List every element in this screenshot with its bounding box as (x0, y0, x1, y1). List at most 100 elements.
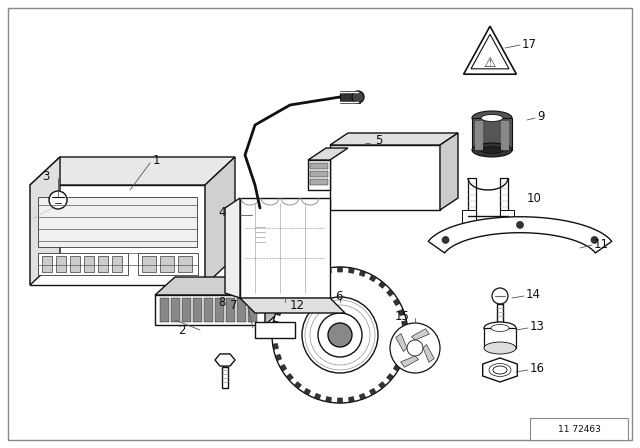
Bar (70, 256, 80, 272)
Circle shape (492, 288, 508, 304)
Polygon shape (303, 275, 310, 282)
Polygon shape (280, 299, 287, 306)
Bar (310, 179, 328, 185)
Bar (38, 253, 128, 275)
Text: 8: 8 (218, 296, 225, 309)
Polygon shape (30, 157, 60, 285)
Polygon shape (398, 309, 404, 316)
Polygon shape (471, 34, 509, 69)
Bar (38, 197, 197, 247)
Bar (98, 256, 108, 272)
Circle shape (390, 323, 440, 373)
Polygon shape (387, 289, 394, 297)
Polygon shape (286, 289, 293, 297)
Polygon shape (393, 299, 400, 306)
Bar (475, 121, 483, 150)
Bar (530, 418, 628, 440)
Bar (204, 298, 213, 322)
Polygon shape (359, 393, 366, 400)
Polygon shape (401, 320, 408, 327)
Polygon shape (272, 332, 277, 338)
Text: 14: 14 (526, 288, 541, 301)
Polygon shape (369, 388, 376, 395)
Polygon shape (286, 374, 293, 381)
Text: 12: 12 (290, 298, 305, 311)
Polygon shape (273, 344, 278, 349)
Polygon shape (387, 374, 394, 381)
Polygon shape (330, 145, 440, 210)
Polygon shape (378, 281, 386, 289)
Polygon shape (337, 267, 342, 272)
Polygon shape (401, 356, 419, 367)
Polygon shape (500, 210, 514, 223)
Polygon shape (275, 309, 282, 316)
Polygon shape (423, 345, 435, 362)
Polygon shape (273, 320, 278, 327)
Polygon shape (393, 364, 400, 371)
Bar (42, 256, 52, 272)
Polygon shape (326, 267, 332, 273)
Polygon shape (222, 367, 228, 388)
Polygon shape (401, 344, 408, 349)
Polygon shape (468, 178, 476, 216)
Circle shape (272, 267, 408, 403)
Ellipse shape (484, 322, 516, 334)
Text: 10: 10 (527, 191, 542, 204)
Text: 5: 5 (375, 134, 382, 146)
Polygon shape (265, 277, 285, 325)
Polygon shape (225, 198, 240, 298)
Polygon shape (412, 329, 429, 340)
Text: 15: 15 (395, 310, 410, 323)
Polygon shape (337, 398, 342, 403)
Ellipse shape (472, 143, 512, 157)
Text: 6: 6 (335, 289, 342, 302)
Polygon shape (215, 354, 235, 366)
Bar (237, 298, 246, 322)
Circle shape (49, 191, 67, 209)
Bar (142, 256, 156, 272)
Bar (178, 256, 192, 272)
Text: ⚠: ⚠ (484, 56, 496, 70)
Bar (171, 298, 180, 322)
Text: 11 72463: 11 72463 (557, 425, 600, 434)
Bar (160, 298, 169, 322)
Bar (84, 256, 94, 272)
Polygon shape (205, 157, 235, 285)
Text: 11: 11 (594, 237, 609, 250)
Bar (193, 298, 202, 322)
Polygon shape (403, 332, 408, 338)
Circle shape (328, 323, 352, 347)
Text: 3: 3 (42, 169, 49, 182)
Ellipse shape (481, 146, 503, 154)
Polygon shape (396, 334, 407, 352)
Bar (248, 298, 257, 322)
Polygon shape (398, 354, 404, 361)
Polygon shape (280, 364, 287, 371)
Bar (340, 91, 360, 103)
Bar (501, 121, 509, 150)
Polygon shape (308, 148, 348, 160)
Polygon shape (463, 26, 516, 74)
Circle shape (442, 237, 449, 243)
Polygon shape (369, 275, 376, 282)
Polygon shape (275, 354, 282, 361)
Circle shape (302, 297, 378, 373)
Polygon shape (314, 393, 321, 400)
Ellipse shape (340, 92, 356, 102)
Polygon shape (303, 388, 310, 395)
Ellipse shape (484, 342, 516, 354)
Bar (484, 328, 516, 348)
Polygon shape (428, 217, 612, 253)
Polygon shape (378, 382, 386, 389)
Polygon shape (240, 198, 330, 298)
Polygon shape (359, 270, 366, 277)
Bar (138, 253, 198, 275)
Polygon shape (30, 157, 235, 185)
Ellipse shape (491, 324, 509, 332)
Ellipse shape (481, 115, 503, 121)
Polygon shape (330, 133, 458, 145)
Polygon shape (483, 358, 517, 382)
Polygon shape (256, 222, 264, 250)
Text: 2: 2 (178, 323, 186, 336)
Polygon shape (348, 267, 355, 273)
